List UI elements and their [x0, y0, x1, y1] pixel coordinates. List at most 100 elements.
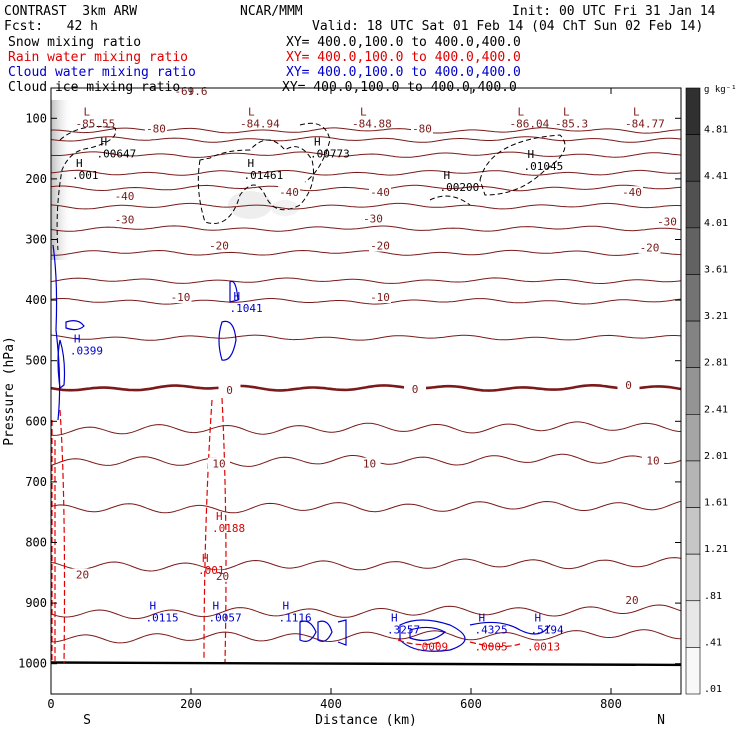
isotherm-label-19: 10: [363, 458, 376, 471]
high-marker-2: H: [314, 136, 321, 149]
colorbar-level-5: 2.81: [704, 358, 728, 369]
isotherm-label-bg-4: [278, 186, 300, 199]
extrema-labels: L-85.55L-84.94L-84.88L-86.04L-85.3L-84.7…: [70, 105, 665, 653]
isotherm-label-22: 20: [216, 570, 229, 583]
isotherm-7: [51, 249, 682, 256]
high-marker-8: H: [216, 510, 223, 523]
high-value-9: .001: [198, 564, 225, 577]
high-value-16: .0009: [415, 640, 448, 653]
low-marker-0: L: [84, 105, 91, 118]
colorbar-segment-8: [685, 460, 701, 508]
cloudwater-contour-6: [299, 619, 347, 646]
colorbar-segment-12: [685, 647, 701, 695]
isotherm-label-8: -30: [363, 212, 383, 225]
low-value-4: -85.3: [555, 117, 588, 130]
cloudwater-contour-8: [469, 621, 551, 635]
high-value-7: .0399: [70, 345, 103, 358]
colorbar-segment-4: [685, 274, 701, 322]
isotherm-8: [50, 277, 682, 284]
high-value-1: .001: [72, 169, 99, 182]
low-value-3: -86.04: [510, 117, 550, 130]
colorbar-segment-11: [685, 600, 701, 648]
plot-frame: [50, 87, 682, 695]
high-marker-12: H: [283, 599, 290, 612]
x-tick-label-2: 400: [320, 697, 342, 711]
isotherm-label-9: -30: [657, 215, 677, 228]
isotherm-label-bg-17: [617, 378, 640, 391]
y-tick-label-8: 900: [25, 596, 47, 610]
high-value-15: .5194: [531, 623, 564, 636]
low-marker-4: L: [563, 105, 570, 118]
isotherm-label-15: 0: [226, 384, 233, 397]
isotherm-label-bg-14: [369, 291, 391, 304]
high-value-2: .00773: [310, 148, 350, 161]
isotherm-label-bg-18: [208, 457, 230, 470]
colorbar: 4.81 4.41 4.01 3.61 3.21 2.81 2.41 2.01 1.61 1.21…: [685, 85, 737, 695]
y-axis-label: Pressure (hPa): [2, 336, 17, 446]
field-rain-xy: XY= 400.0,100.0 to 400.0,400.0: [286, 50, 521, 65]
high-marker-14: H: [479, 611, 486, 624]
colorbar-level-7: 2.01: [704, 451, 728, 462]
colorbar-level-1: 4.41: [704, 171, 728, 182]
high-marker-15: H: [535, 611, 542, 624]
colorbar-level-0: 4.81: [704, 125, 728, 136]
header-valid: Valid: 18 UTC Sat 01 Feb 14 (04 ChT Sun …: [312, 19, 704, 34]
high-marker-9: H: [202, 552, 209, 565]
cloudwater-contour-2: [57, 339, 66, 390]
x-axis-label: Distance (km): [315, 713, 417, 728]
isotherm-label-7: -30: [115, 214, 135, 227]
y-tick-label-7: 800: [25, 536, 47, 550]
isotherm-label-1: -80: [146, 123, 166, 136]
y-tick-label-1: 200: [25, 172, 47, 186]
isotherm-label-bg-6: [621, 186, 643, 199]
field-snow-name: Snow mixing ratio: [8, 35, 142, 50]
isotherm-label-17: 0: [625, 379, 632, 392]
field-snow-xy: XY= 400.0,100.0 to 400.0,400.0: [286, 35, 521, 50]
header-org: NCAR/MMM: [240, 4, 303, 19]
isotherm-11: [50, 384, 682, 392]
isotherm-label-bg-5: [369, 186, 391, 199]
colorbar-segment-10: [685, 553, 701, 602]
snow-contour-3: [299, 122, 331, 183]
colorbar-level-11: .41: [704, 637, 722, 648]
isotherm-2: [50, 151, 682, 158]
isotherm-lines: [50, 127, 682, 667]
isotherm-label-16: 0: [412, 383, 419, 396]
isotherm-label-bg-16: [404, 383, 426, 396]
isotherm-label-23: 20: [625, 594, 638, 607]
isotherm-label-bg-3: [113, 189, 136, 202]
y-tick-label-6: 700: [25, 475, 47, 489]
isotherm-label-bg-7: [113, 213, 136, 226]
cloudwater-contour-5: [218, 320, 237, 361]
high-value-13: .3257: [387, 623, 420, 636]
high-marker-4: H: [444, 169, 451, 182]
high-value-0: .00647: [97, 148, 137, 161]
isotherm-label-bg-21: [71, 568, 94, 581]
colorbar-level-4: 3.21: [704, 311, 728, 322]
cloudwater-contour-7: [399, 619, 466, 652]
isotherm-label-21: 20: [76, 569, 89, 582]
colorbar-segment-5: [685, 320, 701, 368]
end-label-right: N: [657, 713, 665, 728]
isotherm-label-bg-11: [369, 239, 391, 252]
colorbar-segment-1: [685, 134, 701, 182]
colorbar-segment-3: [685, 227, 701, 275]
high-value-11: .0057: [209, 611, 242, 624]
high-value-17: .0005: [475, 640, 508, 653]
low-value-0: -85.55: [76, 117, 116, 130]
high-marker-0: H: [101, 136, 108, 149]
y-tick-label-5: 600: [25, 414, 47, 428]
isotherm-label-18: 10: [212, 458, 225, 471]
isotherm-10: [50, 334, 682, 341]
x-tick-label-3: 600: [460, 697, 482, 711]
colorbar-unit: g kg⁻¹: [704, 85, 737, 95]
snow-contour-4: [479, 134, 566, 196]
high-value-4: .00200: [440, 181, 480, 194]
isotherm-label-bg-2: [411, 122, 433, 135]
isotherm-label-bg-1: [145, 122, 167, 135]
low-marker-1: L: [248, 105, 255, 118]
low-marker-5: L: [633, 105, 640, 118]
colorbar-segment-9: [685, 507, 701, 555]
field-rain-name: Rain water mixing ratio: [8, 50, 189, 65]
high-marker-3: H: [248, 157, 255, 170]
